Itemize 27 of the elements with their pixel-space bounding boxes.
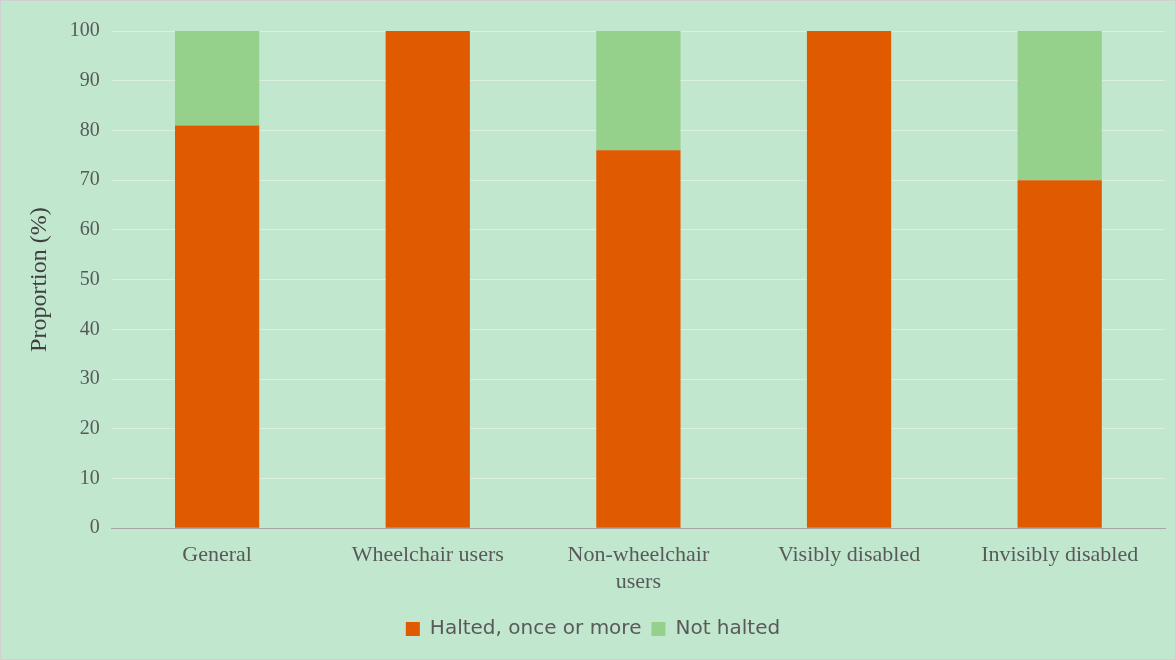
y-tick-label: 70 — [79, 167, 100, 190]
y-tick-label: 50 — [79, 266, 100, 289]
y-tick-label: 10 — [79, 465, 100, 488]
x-tick-label: Wheelchair users — [351, 541, 504, 567]
y-tick-label: 90 — [79, 67, 100, 90]
bar — [174, 125, 260, 528]
y-axis-title: Proportion (%) — [24, 207, 51, 352]
y-tick-label: 40 — [79, 316, 100, 339]
y-tick-label: 80 — [79, 117, 100, 140]
legend-label: Not halted — [675, 615, 781, 640]
bar — [1017, 180, 1102, 528]
x-tick-label: Non-wheelchair users — [567, 541, 710, 593]
y-tick-label: 60 — [79, 217, 100, 240]
bar — [385, 31, 470, 528]
bar — [1017, 31, 1102, 181]
y-tick-label: 30 — [79, 366, 100, 389]
y-tick-label: 100 — [69, 18, 100, 41]
y-tick-label: 0 — [89, 515, 100, 538]
x-tick-label: Invisibly disabled — [981, 541, 1139, 567]
legend-label: Halted, once or more — [429, 615, 642, 640]
y-tick-label: 20 — [79, 416, 100, 439]
bar — [806, 31, 892, 528]
bar — [596, 31, 681, 151]
bar — [174, 31, 260, 126]
bar — [596, 150, 681, 528]
x-tick-label: Visibly disabled — [777, 541, 921, 567]
x-tick-label: General — [182, 541, 252, 567]
